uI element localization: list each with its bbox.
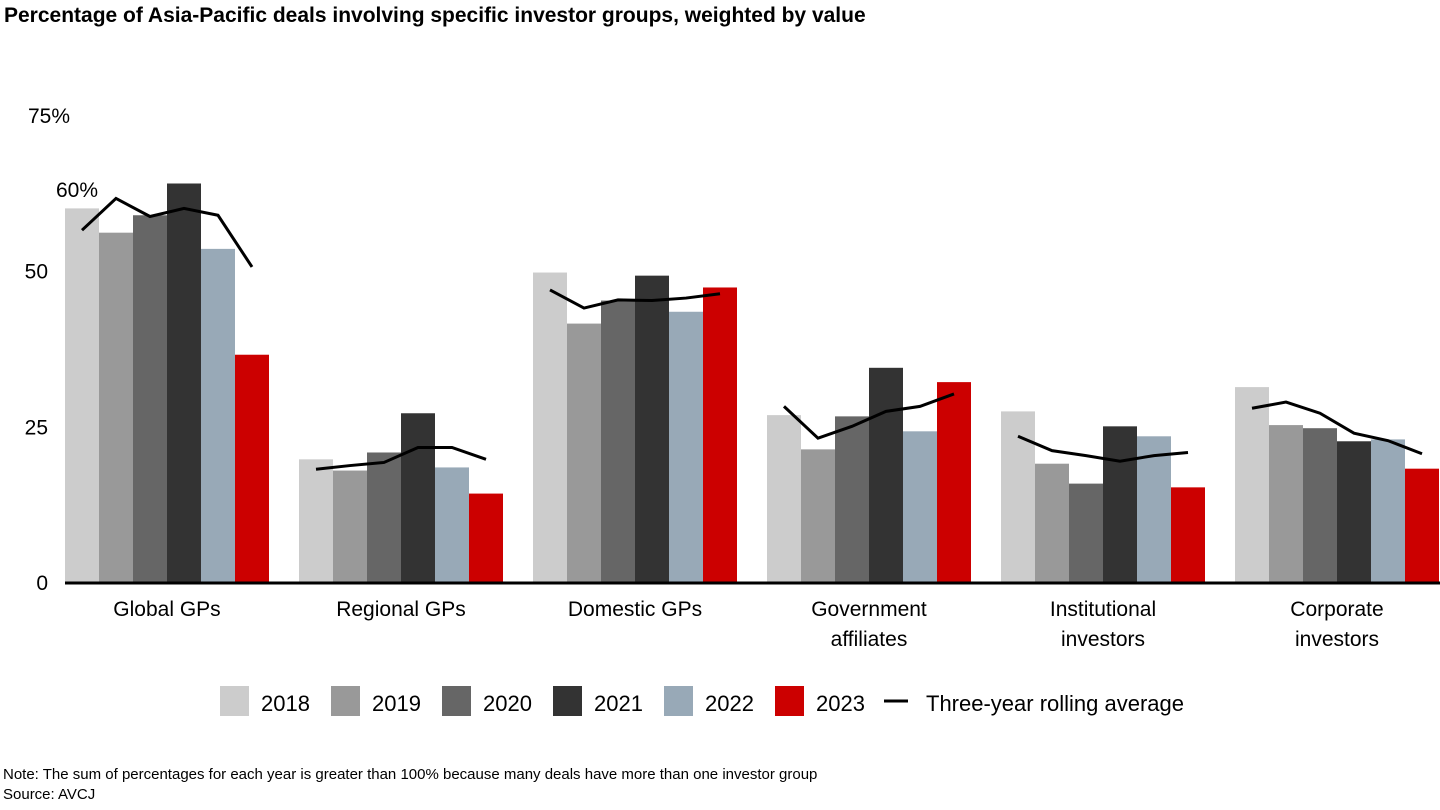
bar-2022 <box>903 431 937 582</box>
legend-label: 2021 <box>594 691 643 716</box>
x-tick-label: affiliates <box>831 628 908 651</box>
y-tick-label: 25 <box>25 416 48 439</box>
legend-swatch-2021 <box>553 686 582 716</box>
x-tick-label: Global GPs <box>113 598 220 621</box>
legend-swatch-2023 <box>775 686 804 716</box>
bar-2021 <box>869 367 903 582</box>
bar-2022 <box>1137 436 1171 582</box>
bar-2021 <box>1103 426 1137 582</box>
bar-2020 <box>1303 428 1337 582</box>
x-tick-label: investors <box>1061 628 1145 651</box>
legend-swatch-2018 <box>220 686 249 716</box>
x-tick-label: investors <box>1295 628 1379 651</box>
bar-2021 <box>167 183 201 582</box>
y-tick-label: 0 <box>36 572 48 595</box>
bar-2020 <box>133 215 167 582</box>
legend-label: 2022 <box>705 691 754 716</box>
bar-2019 <box>1035 463 1069 582</box>
rolling-average-line <box>782 392 955 440</box>
bar-2022 <box>435 467 469 582</box>
legend-swatch-2020 <box>442 686 471 716</box>
bar-2022 <box>1371 439 1405 582</box>
bar-2022 <box>201 248 235 582</box>
rolling-average-line <box>549 288 721 310</box>
bar-2019 <box>1269 425 1303 582</box>
chart-footnote: Note: The sum of percentages for each ye… <box>3 765 817 805</box>
rolling-average-line <box>1251 400 1423 456</box>
bar-2023 <box>235 354 269 582</box>
bar-2021 <box>1337 441 1371 582</box>
bar-chart: 0 25 50 75% Global GPs Regional GPs Domestic G… <box>25 105 1440 716</box>
legend-label: Three-year rolling average <box>926 691 1184 716</box>
note-text: Note: The sum of percentages for each ye… <box>3 766 818 783</box>
bar-2018 <box>1235 387 1269 582</box>
x-tick-label: Government <box>811 598 927 621</box>
bar-2018 <box>533 272 567 582</box>
rolling-average-line <box>315 446 487 471</box>
x-tick-label: Corporate <box>1290 598 1383 621</box>
rolling-average-line <box>1017 434 1189 463</box>
legend-label: 2023 <box>816 691 865 716</box>
legend-label: 2019 <box>372 691 421 716</box>
bar-2018 <box>299 459 333 582</box>
source-text: Source: AVCJ <box>3 786 96 803</box>
legend-label: 2018 <box>261 691 310 716</box>
legend-swatch-2022 <box>664 686 693 716</box>
bar-2019 <box>99 232 133 582</box>
bar-2023 <box>703 287 737 582</box>
legend-swatch-2019 <box>331 686 360 716</box>
bar-2020 <box>835 416 869 582</box>
bar-2018 <box>65 208 99 582</box>
x-tick-label: Regional GPs <box>336 598 466 621</box>
bar-2020 <box>601 300 635 582</box>
chart-title: Percentage of Asia-Pacific deals involvi… <box>4 4 866 27</box>
x-tick-label: Institutional <box>1050 598 1156 621</box>
y-tick-label: 50 <box>25 261 48 284</box>
bar-2022 <box>669 311 703 582</box>
y-tick-label: 75% <box>28 105 70 128</box>
bar-2019 <box>801 449 835 582</box>
bar-2021 <box>635 275 669 582</box>
bar-2019 <box>333 470 367 582</box>
bar-2020 <box>367 452 401 582</box>
bar-2023 <box>469 493 503 582</box>
bar-2018 <box>767 415 801 582</box>
legend-label: 2020 <box>483 691 532 716</box>
rolling-average-line <box>80 196 254 268</box>
bar-2023 <box>1171 487 1205 582</box>
annotation-label: 60% <box>56 179 98 202</box>
bar-2021 <box>401 413 435 582</box>
x-tick-label: Domestic GPs <box>568 598 702 621</box>
bar-2020 <box>1069 483 1103 582</box>
bar-2023 <box>1405 468 1439 582</box>
bar-2019 <box>567 323 601 582</box>
bar-2023 <box>937 382 971 582</box>
